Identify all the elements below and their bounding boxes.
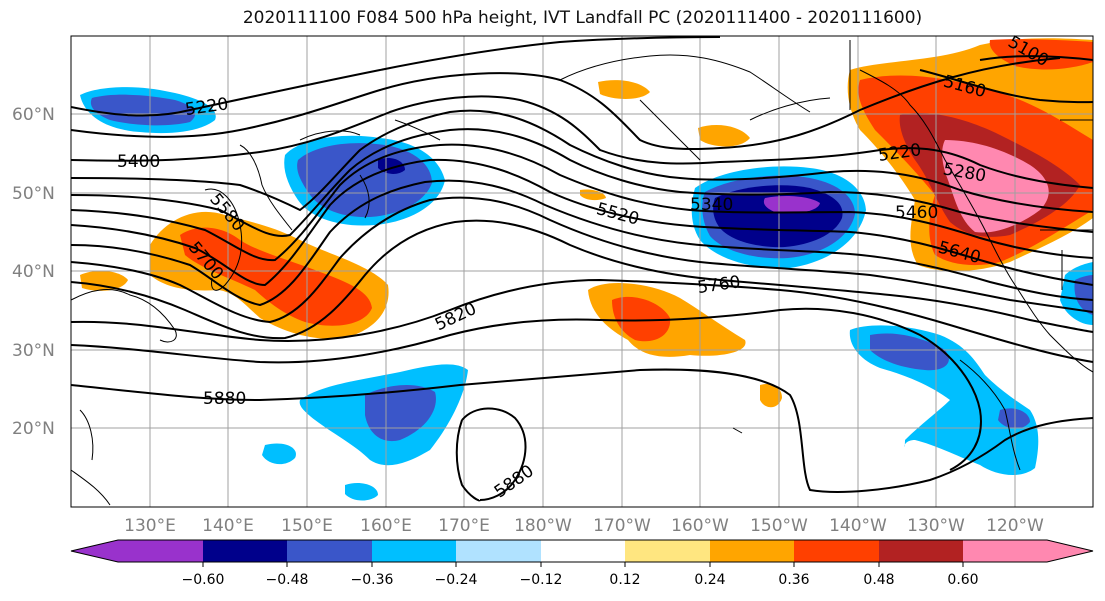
contour-label: 5400 (117, 152, 160, 172)
ivt-positive-region (598, 80, 650, 99)
colorbar-tick-label: −0.48 (266, 572, 309, 588)
ivt-positive-region (942, 140, 1049, 233)
lon-label: 170°E (438, 516, 490, 536)
ivt-negative-region (262, 443, 296, 465)
lat-label: 40°N (12, 262, 55, 282)
colorbar-tick-label: −0.12 (520, 572, 563, 588)
colorbar-bin (287, 540, 372, 562)
ivt-negative-region (365, 384, 436, 442)
lon-label: 160°E (360, 516, 412, 536)
colorbar-tick-label: 0.12 (609, 572, 640, 588)
ivt-negative-region (763, 195, 820, 214)
contour-label: 5460 (895, 203, 938, 223)
colorbar-bin (794, 540, 879, 562)
colorbar-bin (963, 540, 1047, 562)
colorbar-extend-high (1047, 540, 1093, 562)
colorbar: −0.60 −0.48 −0.36 −0.24 −0.12 0.12 0.24 … (70, 539, 1094, 588)
colorbar-bin (118, 540, 203, 562)
lon-label: 160°W (671, 516, 729, 536)
colorbar-tick-label: 0.36 (778, 572, 809, 588)
colorbar-tick-label: 0.24 (694, 572, 725, 588)
ivt-positive-region (989, 39, 1093, 70)
colorbar-tick-label: 0.48 (863, 572, 894, 588)
lon-label: 180°W (514, 516, 572, 536)
colorbar-tick-label: −0.24 (435, 572, 478, 588)
ivt-positive-region (580, 189, 606, 201)
lon-label: 170°W (593, 516, 651, 536)
colorbar-tick-label: 0.60 (947, 572, 978, 588)
colorbar-bin (541, 540, 625, 562)
ivt-positive-region (698, 125, 750, 147)
lon-label: 140°W (829, 516, 887, 536)
colorbar-bin (710, 540, 794, 562)
map-title: 2020111100 F084 500 hPa height, IVT Land… (242, 8, 923, 28)
lon-label: 130°E (124, 516, 176, 536)
longitude-labels: 130°E 140°E 150°E 160°E 170°E 180°W 170°… (124, 516, 1044, 536)
lat-label: 30°N (12, 341, 55, 361)
lat-label: 50°N (12, 184, 55, 204)
colorbar-tick-label: −0.36 (351, 572, 394, 588)
ivt-negative-region (90, 94, 195, 126)
map-frame (70, 35, 1094, 508)
lat-label: 60°N (12, 105, 55, 125)
lat-label: 20°N (12, 419, 55, 439)
ivt-positive-region (760, 384, 782, 408)
colorbar-bin (625, 540, 710, 562)
gridlines (71, 36, 1093, 507)
ivt-negative-region (870, 333, 949, 371)
colorbar-tick-label: −0.60 (182, 572, 225, 588)
lon-label: 150°W (750, 516, 808, 536)
latitude-labels: 60°N 50°N 40°N 30°N 20°N (12, 105, 55, 439)
contour-label: 5880 (203, 389, 246, 409)
ivt-negative-region (345, 483, 378, 501)
colorbar-bin (372, 540, 456, 562)
lon-label: 150°E (281, 516, 333, 536)
height-contours (71, 36, 1093, 502)
ivt-positive-region (80, 270, 128, 291)
ivt-positive-region (612, 296, 671, 342)
lon-label: 120°W (986, 516, 1044, 536)
contour-label: 5340 (690, 195, 733, 215)
colorbar-bin (203, 540, 287, 562)
lon-label: 140°E (202, 516, 254, 536)
lon-label: 130°W (907, 516, 965, 536)
colorbar-extend-low (71, 540, 118, 562)
colorbar-bin (879, 540, 963, 562)
colorbar-outline (70, 539, 1094, 563)
colorbar-bin (456, 540, 541, 562)
